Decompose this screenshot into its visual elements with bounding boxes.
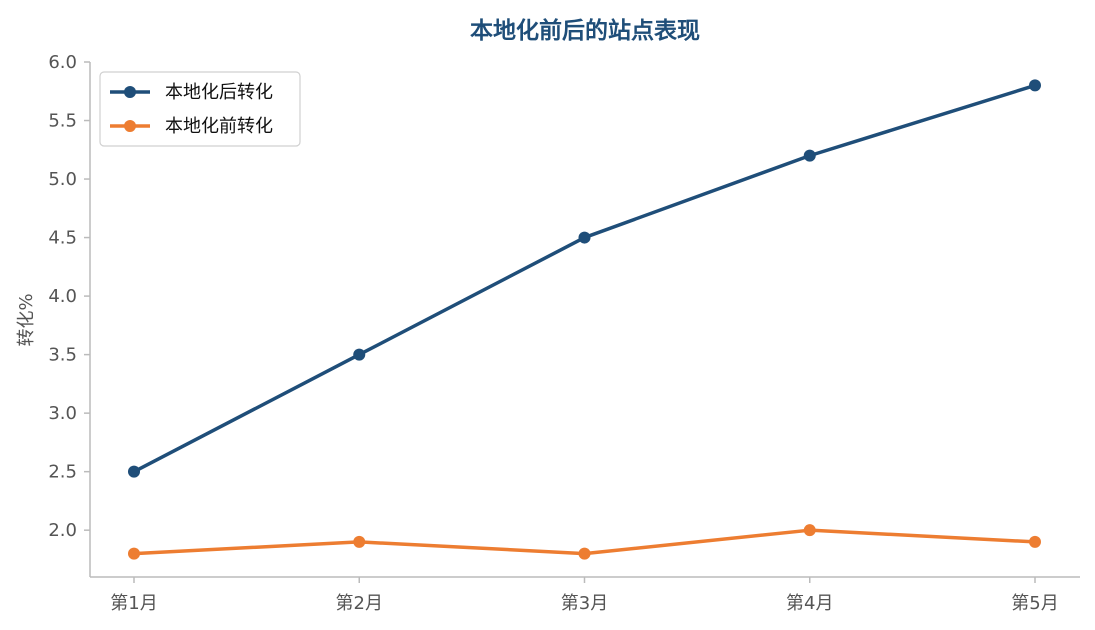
data-point	[578, 231, 591, 244]
y-tick-label: 6.0	[48, 52, 77, 73]
x-tick-label: 第2月	[336, 593, 383, 614]
x-tick-label: 第4月	[786, 593, 833, 614]
legend-marker	[124, 86, 136, 98]
data-point	[1029, 79, 1041, 92]
y-tick-label: 3.5	[48, 345, 77, 366]
legend-label: 本地化后转化	[165, 82, 273, 103]
data-point	[803, 149, 816, 162]
series-2	[128, 524, 1041, 560]
x-tick-label: 第3月	[561, 593, 608, 614]
data-point	[353, 348, 366, 361]
data-point	[353, 535, 366, 548]
legend-marker	[124, 120, 136, 132]
data-point	[803, 524, 816, 537]
x-tick-label: 第5月	[1011, 593, 1058, 614]
y-tick-label: 2.5	[48, 462, 77, 483]
data-point	[578, 547, 591, 560]
y-tick-label: 2.0	[48, 520, 77, 541]
y-tick-label: 3.0	[48, 403, 77, 424]
legend-label: 本地化前转化	[165, 116, 273, 137]
data-point	[1029, 535, 1041, 548]
y-tick-label: 5.5	[48, 111, 77, 132]
y-axis-title: 转化%	[16, 293, 37, 346]
series-1	[128, 79, 1041, 478]
legend-item: 本地化前转化	[110, 116, 273, 137]
series-layer	[128, 79, 1041, 560]
data-point	[128, 465, 140, 478]
legend-item: 本地化后转化	[110, 82, 273, 103]
chart-title: 本地化前后的站点表现	[470, 17, 700, 44]
x-tick-label: 第1月	[110, 593, 157, 614]
y-tick-label: 4.0	[48, 286, 77, 307]
data-point	[128, 547, 140, 560]
y-tick-label: 5.0	[48, 169, 77, 190]
axes: 2.0 2.5 3.0 3.5 4.0 4.5 5.0 5.5 6.0 第1月 第2月 第3月 第4月 第…	[48, 52, 1080, 614]
y-tick-label: 4.5	[48, 228, 77, 249]
